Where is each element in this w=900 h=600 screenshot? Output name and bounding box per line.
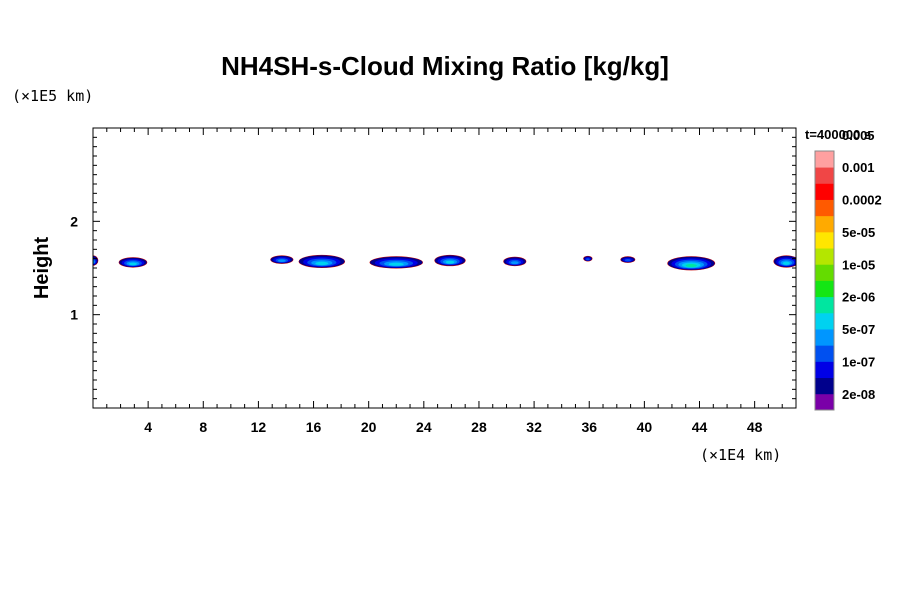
colorbar-swatch <box>815 199 834 217</box>
blob-level <box>278 259 286 262</box>
colorbar-label: 5e-07 <box>842 322 875 337</box>
colorbar-label: 0.0002 <box>842 193 882 208</box>
colorbar-swatch <box>815 296 834 314</box>
x-tick-label: 36 <box>581 419 597 435</box>
cloud-blob <box>434 254 466 267</box>
time-label: t=400000 s <box>805 127 871 142</box>
cloud-blob <box>620 256 636 263</box>
x-tick-label: 40 <box>637 419 653 435</box>
x-tick-label: 24 <box>416 419 432 435</box>
colorbar-swatch <box>815 361 834 379</box>
x-tick-label: 32 <box>526 419 542 435</box>
colorbar-label: 0.001 <box>842 160 875 175</box>
colorbar-swatch <box>815 264 834 281</box>
blob-level <box>129 262 137 266</box>
y-unit-label: (×1E5 km) <box>12 87 93 105</box>
x-tick-label: 20 <box>361 419 377 435</box>
x-tick-label: 48 <box>747 419 763 435</box>
colorbar-label: 0.005 <box>842 128 875 143</box>
colorbar-swatch <box>815 167 834 184</box>
colorbar-swatch <box>815 377 834 395</box>
blob-level <box>445 260 455 264</box>
x-tick-label: 8 <box>199 419 207 435</box>
colorbar-label: 2e-06 <box>842 290 875 305</box>
y-axis-label: Height <box>31 237 53 300</box>
x-tick-label: 16 <box>306 419 322 435</box>
cloud-blob <box>773 255 796 268</box>
blob-level <box>315 261 329 266</box>
plot-marks <box>93 254 796 271</box>
colorbar-label: 1e-05 <box>842 257 875 272</box>
colorbar-swatch <box>815 248 834 265</box>
colorbar-swatch <box>815 215 834 233</box>
cloud-blob <box>298 254 346 269</box>
colorbar-swatch <box>815 345 834 362</box>
colorbar-label: 5e-05 <box>842 225 875 240</box>
cloud-blob <box>583 255 593 262</box>
chart-title: NH4SH-s-Cloud Mixing Ratio [kg/kg] <box>221 51 669 81</box>
cloud-blob <box>667 256 716 271</box>
cloud-blob <box>118 257 148 268</box>
colorbar-swatch <box>815 312 834 330</box>
colorbar-swatch <box>815 183 834 200</box>
colorbar-frame <box>814 150 835 411</box>
colorbar: 2e-08 1e-07 5e-07 2e-06 1e-05 5e-05 0.0002 0.00… <box>814 128 882 411</box>
blob-level <box>510 261 519 265</box>
blob-level <box>586 258 590 261</box>
x-unit-label: (×1E4 km) <box>700 446 781 464</box>
x-tick-label: 44 <box>692 419 708 435</box>
colorbar-swatch <box>815 231 834 249</box>
blob-level <box>624 259 631 262</box>
blob-level <box>388 262 404 266</box>
y-tick-label: 1 <box>70 307 78 323</box>
cloud-blob <box>503 256 527 267</box>
x-tick-label: 12 <box>251 419 267 435</box>
blob-level <box>685 263 697 268</box>
colorbar-label: 2e-08 <box>842 387 875 402</box>
cloud-blob <box>270 255 294 264</box>
colorbar-swatch <box>815 280 834 298</box>
cloud-blob <box>369 256 423 269</box>
colorbar-swatch <box>815 393 834 411</box>
colorbar-swatch <box>815 329 834 346</box>
y-tick-label: 2 <box>70 213 78 229</box>
colorbar-swatch <box>815 151 834 168</box>
colorbar-label: 1e-07 <box>842 354 875 369</box>
x-tick-label: 4 <box>144 419 152 435</box>
x-tick-label: 28 <box>471 419 487 435</box>
blob-level <box>782 261 790 265</box>
